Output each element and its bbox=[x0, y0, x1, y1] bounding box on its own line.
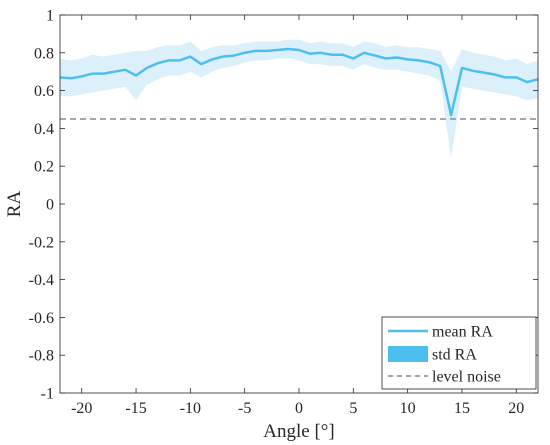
y-tick-label: -1 bbox=[41, 386, 54, 403]
legend-std-ra-swatch bbox=[388, 346, 428, 362]
y-tick-label: 0.6 bbox=[34, 83, 54, 100]
x-tick-label: 15 bbox=[454, 400, 470, 417]
x-tick-label: 20 bbox=[508, 400, 524, 417]
mean-ra-line bbox=[59, 47, 539, 117]
x-tick-labels: -20 -15 -10 -5 0 5 10 15 20 bbox=[71, 400, 524, 417]
x-tick-label: 0 bbox=[295, 400, 303, 417]
x-tick-label: -20 bbox=[71, 400, 92, 417]
y-tick-label: -0.6 bbox=[29, 310, 54, 327]
std-ra-band bbox=[60, 39, 538, 159]
x-tick-label: -10 bbox=[180, 400, 201, 417]
legend-std-ra-label: std RA bbox=[432, 347, 477, 364]
x-tick-label: -5 bbox=[238, 400, 251, 417]
legend-mean-ra-label: mean RA bbox=[432, 324, 493, 341]
y-tick-label: -0.2 bbox=[29, 234, 54, 251]
x-tick-label: 10 bbox=[400, 400, 416, 417]
legend-level-noise-label: level noise bbox=[432, 369, 501, 386]
y-tick-label: -0.4 bbox=[29, 272, 54, 289]
x-tick-label: 5 bbox=[349, 400, 357, 417]
y-tick-label: 1 bbox=[46, 8, 54, 25]
y-axis-title: RA bbox=[4, 191, 25, 218]
y-tick-label: -0.8 bbox=[29, 348, 54, 365]
plot-area bbox=[59, 39, 539, 159]
y-tick-label: 0 bbox=[46, 197, 54, 214]
x-axis-title: Angle [°] bbox=[263, 421, 334, 442]
y-tick-label: 0.8 bbox=[34, 45, 54, 62]
x-tick-label: -15 bbox=[125, 400, 146, 417]
y-tick-label: 0.4 bbox=[34, 121, 54, 138]
legend: mean RA std RA level noise bbox=[381, 316, 537, 390]
y-tick-label: 0.2 bbox=[34, 159, 54, 176]
y-tick-labels: -1 -0.8 -0.6 -0.4 -0.2 0 0.2 0.4 0.6 0.8 1 bbox=[29, 8, 54, 403]
